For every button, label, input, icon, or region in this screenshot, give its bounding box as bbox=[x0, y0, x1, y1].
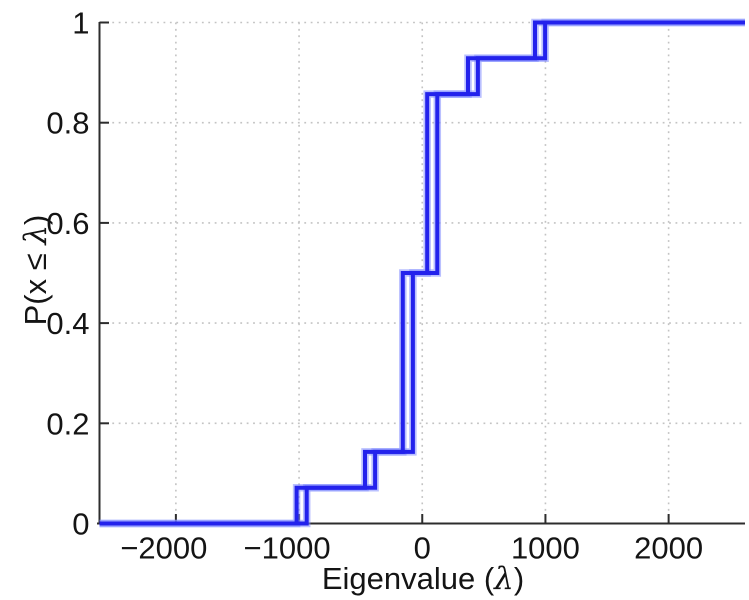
y-axis-label-close: ) bbox=[18, 214, 53, 225]
y-tick-label: 0 bbox=[72, 507, 89, 542]
x-tick-label: 2000 bbox=[634, 531, 703, 566]
y-axis-label-text: P(x ≤ bbox=[18, 244, 53, 326]
y-tick-label: 1 bbox=[72, 6, 89, 41]
y-tick-label: 0.8 bbox=[46, 106, 89, 141]
ecdf-curve-2 bbox=[99, 20, 745, 526]
y-tick-label: 0.2 bbox=[46, 406, 89, 441]
x-axis-label-text: Eigenvalue ( bbox=[321, 561, 495, 596]
tick-labels: −2000 −1000 0 1000 2000 0 0.2 0.4 0.6 0.8 1 bbox=[46, 6, 703, 566]
x-axis-label: Eigenvalue (λ) bbox=[322, 561, 524, 597]
x-axis-label-close: ) bbox=[513, 561, 525, 596]
lambda-symbol: λ bbox=[494, 561, 514, 597]
x-tick-label: 1000 bbox=[511, 531, 580, 566]
y-tick-label: 0.6 bbox=[46, 206, 89, 241]
lambda-symbol: λ bbox=[18, 224, 54, 245]
ecdf-curves bbox=[99, 18, 745, 528]
x-tick-label: 0 bbox=[414, 531, 431, 566]
x-tick-label: −1000 bbox=[244, 531, 331, 566]
y-axis-label: P(x ≤ λ) bbox=[18, 215, 54, 326]
y-tick-label: 0.4 bbox=[46, 306, 89, 341]
x-tick-label: −2000 bbox=[120, 531, 207, 566]
